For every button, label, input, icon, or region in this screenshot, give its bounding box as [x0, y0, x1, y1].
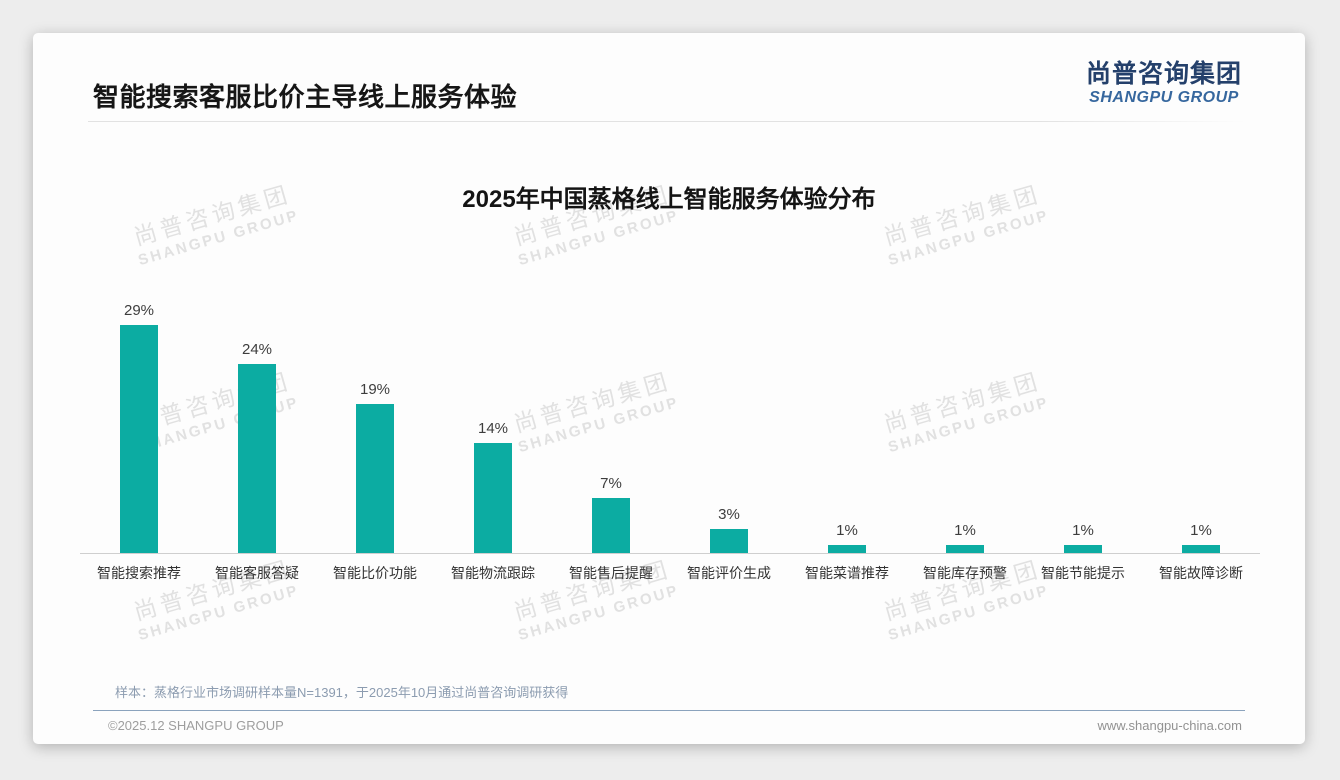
bar-chart: 29% 24% 19% 14% 7% 3% 1% 1% 1% 1% — [80, 283, 1260, 553]
x-axis-label: 智能客服答疑 — [215, 565, 299, 581]
bar-value-label: 1% — [954, 522, 976, 539]
bar-slot: 1% — [1024, 283, 1142, 553]
bar — [946, 545, 984, 553]
bar-value-label: 24% — [241, 341, 273, 358]
logo-english-text: SHANGPU GROUP — [1089, 89, 1239, 106]
copyright-text: ©2025.12 SHANGPU GROUP — [108, 718, 284, 733]
bar — [1182, 545, 1220, 553]
x-axis-label: 智能售后提醒 — [569, 565, 653, 581]
bar-value-label: 7% — [600, 475, 622, 492]
bar-slot: 1% — [906, 283, 1024, 553]
bar-value-label: 1% — [1072, 522, 1094, 539]
bar-slot: 1% — [1142, 283, 1260, 553]
sample-note: 样本：蒸格行业市场调研样本量N=1391，于2025年10月通过尚普咨询调研获得 — [115, 685, 569, 700]
bar — [710, 529, 748, 553]
bar-slot: 7% — [552, 283, 670, 553]
bar-slot: 19% — [316, 283, 434, 553]
watermark: 尚普咨询集团 SHANGPU GROUP — [473, 545, 716, 655]
x-axis-label: 智能物流跟踪 — [451, 565, 535, 581]
website-url: www.shangpu-china.com — [1097, 718, 1242, 733]
header-divider — [88, 121, 1246, 122]
x-axis-label: 智能节能提示 — [1041, 565, 1125, 581]
bar — [1064, 545, 1102, 553]
x-axis-label: 智能比价功能 — [333, 565, 417, 581]
watermark-chinese-text: 尚普咨询集团 — [130, 555, 294, 626]
slide-title: 智能搜索客服比价主导线上服务体验 — [93, 82, 518, 112]
x-axis-labels: 智能搜索推荐 智能客服答疑 智能比价功能 智能物流跟踪 智能售后提醒 智能评价生成 智能菜谱… — [80, 564, 1260, 582]
bar-slot: 29% — [80, 283, 198, 553]
x-axis-label: 智能库存预警 — [923, 565, 1007, 581]
bar-value-label: 19% — [359, 381, 391, 398]
chart-title: 2025年中国蒸格线上智能服务体验分布 — [462, 186, 876, 213]
bar-value-label: 1% — [1190, 522, 1212, 539]
bar — [120, 325, 158, 553]
watermark-english-text: SHANGPU GROUP — [886, 581, 1052, 645]
bar-slot: 1% — [788, 283, 906, 553]
x-axis-label: 智能评价生成 — [687, 565, 771, 581]
x-axis-line — [80, 553, 1260, 554]
watermark-english-text: SHANGPU GROUP — [136, 581, 302, 645]
bar — [356, 404, 394, 553]
bar — [592, 498, 630, 553]
logo-chinese-text: 尚普咨询集团 — [1085, 60, 1242, 88]
watermark: 尚普咨询集团 SHANGPU GROUP — [93, 545, 336, 655]
x-axis-label: 智能故障诊断 — [1159, 565, 1243, 581]
bar — [474, 443, 512, 553]
bar-value-label: 3% — [718, 506, 740, 523]
footer-divider — [93, 710, 1245, 711]
bar-slot: 14% — [434, 283, 552, 553]
bar-value-label: 1% — [836, 522, 858, 539]
slide-card: 尚普咨询集团 SHANGPU GROUP 尚普咨询集团 SHANGPU GROUP 尚普… — [33, 33, 1305, 744]
watermark-chinese-text: 尚普咨询集团 — [880, 555, 1044, 626]
watermark: 尚普咨询集团 SHANGPU GROUP — [843, 545, 1086, 655]
x-axis-label: 智能菜谱推荐 — [805, 565, 889, 581]
company-logo: 尚普咨询集团 SHANGPU GROUP — [1086, 60, 1242, 107]
x-axis-label: 智能搜索推荐 — [97, 565, 181, 581]
bar-slot: 24% — [198, 283, 316, 553]
bar-value-label: 14% — [477, 420, 509, 437]
watermark-chinese-text: 尚普咨询集团 — [510, 555, 674, 626]
bar — [238, 364, 276, 553]
bar — [828, 545, 866, 553]
bar-slot: 3% — [670, 283, 788, 553]
watermark-english-text: SHANGPU GROUP — [516, 581, 682, 645]
bar-value-label: 29% — [123, 302, 155, 319]
